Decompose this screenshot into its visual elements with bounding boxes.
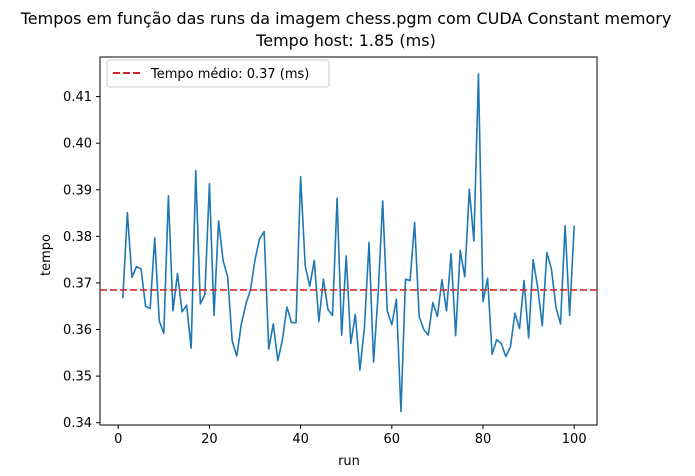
series-line: [122, 72, 575, 413]
chart-title: Tempos em função das runs da imagem ches…: [20, 9, 672, 28]
y-tick-label: 0.36: [63, 323, 92, 338]
legend-box: [106, 59, 330, 88]
y-tick-label: 0.41: [63, 90, 92, 105]
y-tick-label: 0.35: [63, 370, 92, 385]
y-axis-label: tempo: [39, 234, 54, 276]
chart-subtitle: Tempo host: 1.85 (ms): [255, 31, 436, 50]
plot-frame: [99, 56, 598, 426]
x-axis-label: run: [338, 454, 360, 469]
y-tick-label: 0.37: [63, 276, 92, 291]
y-tick-label: 0.39: [63, 183, 92, 198]
legend-entry-mean-time: Tempo médio: 0.37 (ms): [150, 67, 309, 82]
legend: Tempo médio: 0.37 (ms): [106, 59, 330, 88]
x-tick-label: 0: [114, 432, 122, 447]
plot-area: 0 20 40 60 80 100 0.34 0.35 0.36 0.37 0.38 0.39 0.40…: [63, 56, 598, 447]
x-tick-label: 20: [201, 432, 218, 447]
y-tick-label: 0.38: [63, 230, 92, 245]
x-tick-label: 80: [475, 432, 492, 447]
x-tick-label: 100: [562, 432, 587, 447]
y-tick-label: 0.40: [63, 137, 92, 152]
x-tick-label: 40: [292, 432, 309, 447]
y-tick-label: 0.34: [63, 416, 92, 431]
x-tick-label: 60: [384, 432, 401, 447]
